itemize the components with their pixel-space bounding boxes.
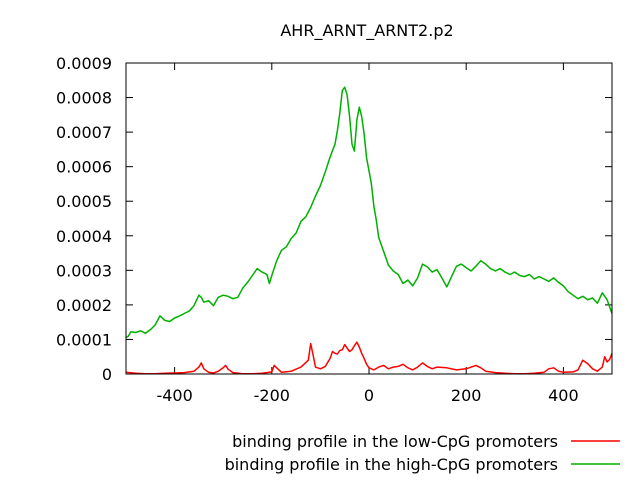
y-tick-label: 0.0009	[56, 54, 112, 73]
y-axis: 0 0.0001 0.0002 0.0003 0.0004 0.0005 0.0006 0.0…	[56, 54, 612, 384]
x-tick-label: 0	[364, 386, 374, 405]
y-tick-label: 0.0002	[56, 296, 112, 315]
x-axis: -400 -200 0 200 400	[156, 63, 579, 405]
y-tick-label: 0.0008	[56, 89, 112, 108]
series-line-low-cpg	[125, 341, 613, 375]
legend-label-low-cpg: binding profile in the low-CpG promoters	[232, 432, 558, 451]
y-tick-label: 0.0004	[56, 227, 112, 246]
y-tick-label: 0	[102, 365, 112, 384]
plot-frame	[125, 62, 613, 375]
x-tick-label: -200	[254, 386, 290, 405]
series-line-high-cpg	[125, 86, 613, 339]
legend-label-high-cpg: binding profile in the high-CpG promoter…	[225, 455, 558, 474]
x-tick-label: 200	[451, 386, 482, 405]
chart-title: AHR_ARNT_ARNT2.p2	[280, 21, 453, 41]
x-tick-label: -400	[156, 386, 192, 405]
x-tick-label: 400	[548, 386, 579, 405]
y-tick-label: 0.0007	[56, 123, 112, 142]
y-tick-label: 0.0005	[56, 192, 112, 211]
y-tick-label: 0.0006	[56, 158, 112, 177]
y-tick-label: 0.0001	[56, 330, 112, 349]
series-layer	[125, 86, 613, 375]
legend: binding profile in the low-CpG promoters…	[225, 432, 620, 474]
y-tick-label: 0.0003	[56, 261, 112, 280]
